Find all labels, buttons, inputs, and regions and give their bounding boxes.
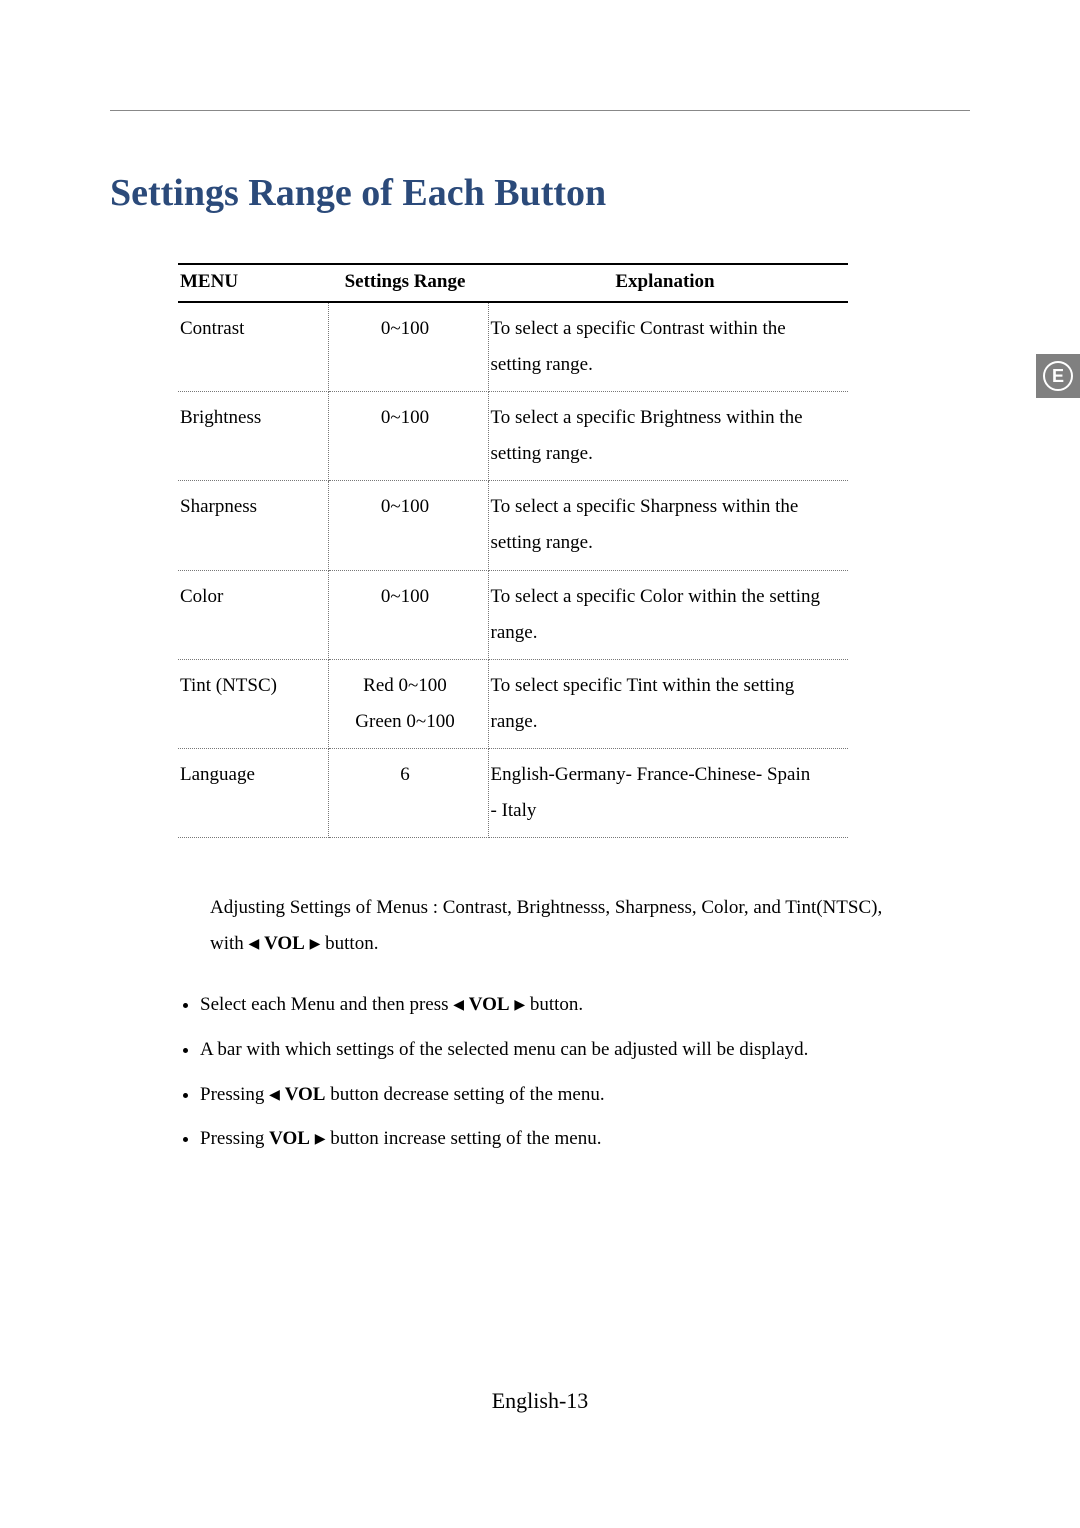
cell-range: 0~100 — [328, 392, 488, 481]
settings-table-wrap: MENU Settings Range Explanation Contrast… — [178, 263, 848, 838]
vol-label: VOL — [285, 1084, 326, 1105]
note-line-1: Adjusting Settings of Menus : Contrast, … — [210, 890, 970, 926]
cell-range: 0~100 — [328, 570, 488, 659]
list-item: Select each Menu and then press ◀ VOL ▶ … — [200, 992, 970, 1019]
cell-menu: Tint (NTSC) — [178, 659, 328, 748]
page-title: Settings Range of Each Button — [110, 171, 970, 215]
page-footer: English-13 — [0, 1388, 1080, 1414]
table-body: Contrast0~100To select a specific Contra… — [178, 302, 848, 838]
section-tab-badge: E — [1036, 354, 1080, 398]
bullet-post: button. — [530, 994, 583, 1015]
cell-range: Red 0~100Green 0~100 — [328, 659, 488, 748]
table-row: Sharpness0~100To select a specific Sharp… — [178, 481, 848, 570]
cell-menu: Sharpness — [178, 481, 328, 570]
table-header-row: MENU Settings Range Explanation — [178, 264, 848, 302]
cell-explanation: To select a specific Color within the se… — [488, 570, 848, 659]
cell-menu: Contrast — [178, 302, 328, 392]
bullet-post: button decrease setting of the menu. — [330, 1084, 604, 1105]
triangle-left-icon: ◀ — [269, 1089, 280, 1103]
col-header-menu: MENU — [178, 264, 328, 302]
triangle-right-icon: ▶ — [514, 999, 525, 1013]
cell-explanation: To select a specific Brightness within t… — [488, 392, 848, 481]
col-header-explanation: Explanation — [488, 264, 848, 302]
bullet-post: button increase setting of the menu. — [330, 1128, 601, 1149]
table-row: Language6English-Germany- France-Chinese… — [178, 748, 848, 837]
list-item: A bar with which settings of the selecte… — [200, 1037, 970, 1064]
cell-explanation: To select a specific Sharpness within th… — [488, 481, 848, 570]
settings-table: MENU Settings Range Explanation Contrast… — [178, 263, 848, 838]
list-item: Pressing VOL ▶ button increase setting o… — [200, 1126, 970, 1153]
vol-label: VOL — [469, 994, 510, 1015]
list-item: Pressing ◀ VOL button decrease setting o… — [200, 1082, 970, 1109]
adjusting-note: Adjusting Settings of Menus : Contrast, … — [210, 890, 970, 962]
cell-explanation: To select specific Tint within the setti… — [488, 659, 848, 748]
note-pre: with — [210, 933, 249, 954]
cell-range: 6 — [328, 748, 488, 837]
note-line-2: with ◀ VOL ▶ button. — [210, 926, 970, 962]
cell-menu: Brightness — [178, 392, 328, 481]
instruction-list: Select each Menu and then press ◀ VOL ▶ … — [178, 992, 970, 1152]
cell-menu: Language — [178, 748, 328, 837]
cell-range: 0~100 — [328, 481, 488, 570]
triangle-left-icon: ◀ — [249, 938, 260, 952]
cell-explanation: English-Germany- France-Chinese- Spain- … — [488, 748, 848, 837]
triangle-right-icon: ▶ — [310, 938, 321, 952]
header-rule — [110, 110, 970, 111]
cell-range: 0~100 — [328, 302, 488, 392]
table-row: Tint (NTSC)Red 0~100Green 0~100To select… — [178, 659, 848, 748]
vol-label: VOL — [264, 933, 305, 954]
section-tab-letter: E — [1043, 361, 1073, 391]
note-post: button. — [320, 933, 378, 954]
page: Settings Range of Each Button MENU Setti… — [0, 0, 1080, 1528]
bullet-pre: Pressing — [200, 1084, 269, 1105]
bullet-pre: A bar with which settings of the selecte… — [200, 1039, 808, 1060]
table-row: Contrast0~100To select a specific Contra… — [178, 302, 848, 392]
cell-explanation: To select a specific Contrast within the… — [488, 302, 848, 392]
vol-label: VOL — [269, 1128, 310, 1149]
table-row: Color0~100To select a specific Color wit… — [178, 570, 848, 659]
bullet-pre: Select each Menu and then press — [200, 994, 453, 1015]
col-header-range: Settings Range — [328, 264, 488, 302]
cell-menu: Color — [178, 570, 328, 659]
triangle-left-icon: ◀ — [453, 999, 464, 1013]
table-row: Brightness0~100To select a specific Brig… — [178, 392, 848, 481]
bullet-pre: Pressing — [200, 1128, 269, 1149]
triangle-right-icon: ▶ — [315, 1133, 326, 1147]
